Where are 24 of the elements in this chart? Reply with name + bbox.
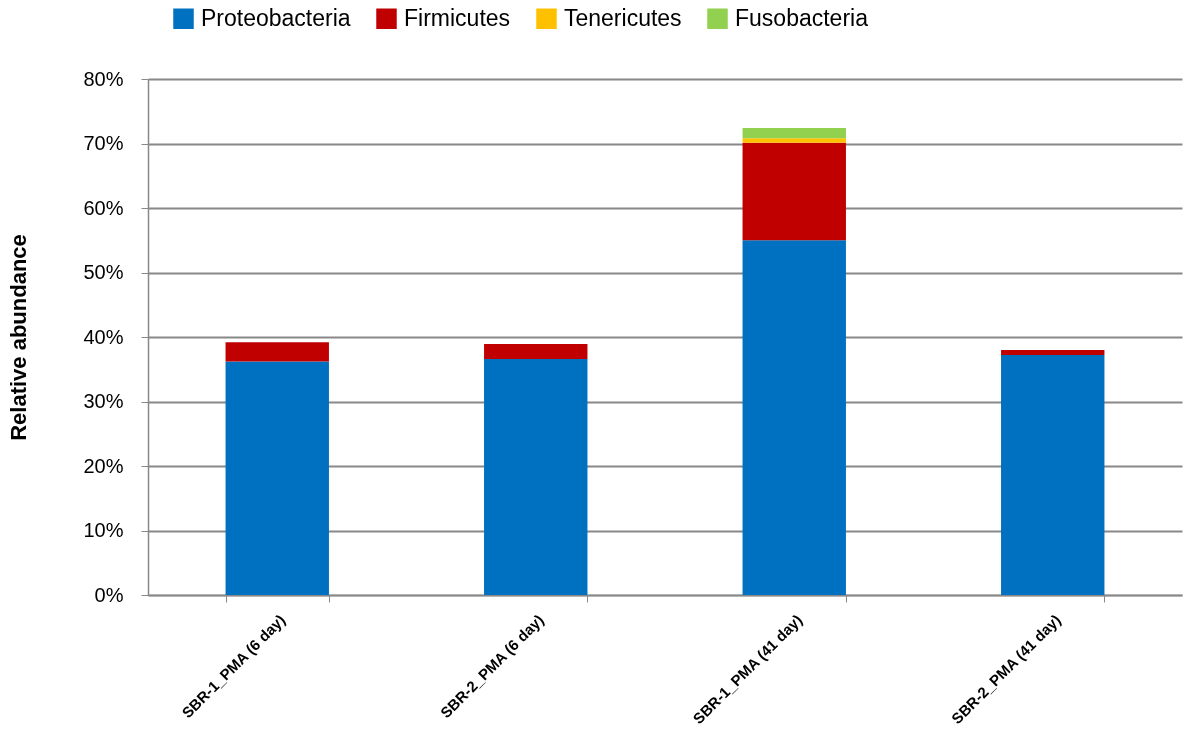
y-tick-label: 20% bbox=[83, 454, 124, 477]
y-tick-label: 30% bbox=[83, 390, 124, 412]
y-tick-label: 80% bbox=[83, 67, 124, 90]
legend-label: Fusobacteria bbox=[735, 4, 869, 31]
bar bbox=[225, 361, 329, 595]
bar bbox=[742, 128, 846, 139]
legend-label: Firmicutes bbox=[404, 4, 511, 31]
bar bbox=[484, 358, 588, 595]
bar bbox=[742, 142, 846, 241]
y-tick-label: 60% bbox=[83, 196, 124, 219]
bar bbox=[742, 240, 846, 595]
y-tick-label: 0% bbox=[94, 583, 124, 606]
y-tick-label: 10% bbox=[83, 519, 124, 541]
bar bbox=[1001, 349, 1105, 356]
bar bbox=[1001, 355, 1105, 595]
bar bbox=[742, 138, 846, 143]
bar bbox=[225, 342, 329, 362]
y-axis-title: Relative abundance bbox=[6, 234, 32, 441]
y-tick-label: 50% bbox=[83, 261, 124, 283]
y-tick-label: 70% bbox=[83, 132, 124, 154]
legend-label: Proteobacteria bbox=[201, 4, 351, 31]
bar bbox=[484, 344, 588, 359]
legend-label: Tenericutes bbox=[564, 4, 682, 31]
y-tick-label: 40% bbox=[83, 325, 124, 348]
